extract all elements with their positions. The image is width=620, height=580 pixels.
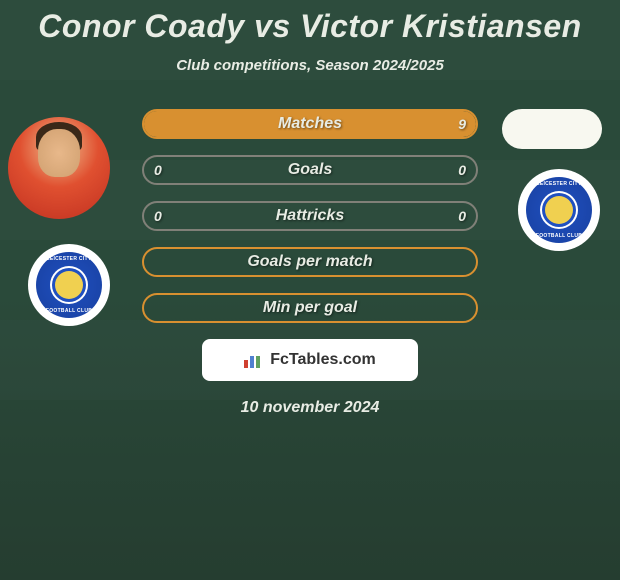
stat-bar: 0 Goals 0 <box>142 155 478 185</box>
stat-bar: Goals per match <box>142 247 478 277</box>
fctables-watermark: FcTables.com <box>202 339 418 381</box>
player1-avatar <box>8 117 110 219</box>
stat-bar: 0 Hattricks 0 <box>142 201 478 231</box>
player2-club-badge: LEICESTER CITY FOOTBALL CLUB <box>518 169 600 251</box>
stat-bar: Matches 9 <box>142 109 478 139</box>
club-text-bottom: FOOTBALL CLUB <box>536 233 582 239</box>
comparison-date: 10 november 2024 <box>0 399 620 417</box>
stat-label: Min per goal <box>263 299 357 317</box>
stat-label: Goals per match <box>247 253 372 271</box>
stat-right-value: 9 <box>458 116 466 132</box>
stat-bars: Matches 9 0 Goals 0 0 Hattricks 0 Goals per matc… <box>142 109 478 323</box>
stat-right-value: 0 <box>458 162 466 178</box>
club-text-top: LEICESTER CITY <box>46 256 91 262</box>
stat-left-value: 0 <box>154 208 162 224</box>
player2-avatar <box>502 109 602 149</box>
club-text-top: LEICESTER CITY <box>536 181 581 187</box>
stat-label: Goals <box>288 161 332 179</box>
stat-label: Hattricks <box>276 207 344 225</box>
fctables-icon <box>244 352 264 368</box>
player1-club-badge: LEICESTER CITY FOOTBALL CLUB <box>28 244 110 326</box>
stat-bar: Min per goal <box>142 293 478 323</box>
comparison-content: LEICESTER CITY FOOTBALL CLUB LEICESTER C… <box>0 109 620 417</box>
club-text-bottom: FOOTBALL CLUB <box>46 308 92 314</box>
watermark-text: FcTables.com <box>270 351 376 369</box>
stat-label: Matches <box>278 115 342 133</box>
stat-right-value: 0 <box>458 208 466 224</box>
stat-left-value: 0 <box>154 162 162 178</box>
